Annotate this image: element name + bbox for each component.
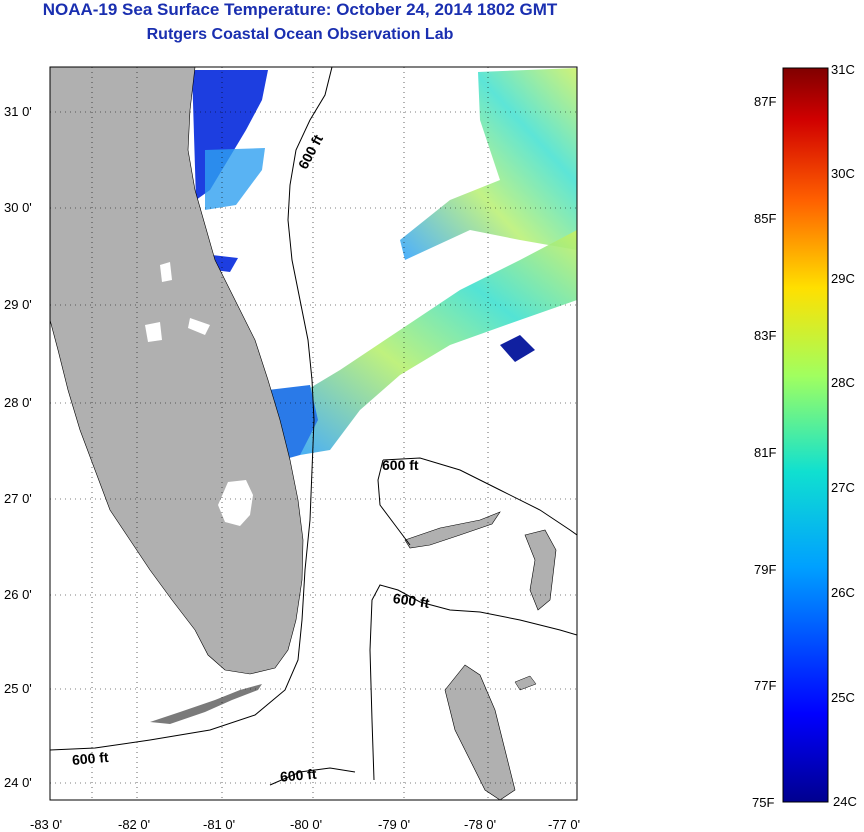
colorbar [782,67,829,803]
lake-small-2 [160,262,172,282]
abaco-land [524,529,557,611]
lat-tick-label: 31 0' [4,104,32,119]
colorbar-fahrenheit-label: 75F [752,795,774,810]
colorbar-celsius-label: 24C [833,794,857,809]
lat-tick-label: 28 0' [4,395,32,410]
map-subtitle: Rutgers Coastal Ocean Observation Lab [146,26,454,43]
lat-tick-label: 27 0' [4,491,32,506]
colorbar-fahrenheit-label: 87F [754,94,776,109]
colorbar-celsius-label: 29C [831,271,855,286]
lat-tick-label: 24 0' [4,775,32,790]
lon-tick-label: -79 0' [378,817,410,832]
florida-keys [150,684,262,724]
lon-tick-label: -81 0' [203,817,235,832]
colorbar-fahrenheit-label: 79F [754,562,776,577]
florida-land [50,67,304,675]
lat-tick-label: 26 0' [4,587,32,602]
lon-tick-label: -83 0' [30,817,62,832]
contour-600ft-andros [369,584,577,781]
contour-label-1: 600 ft [295,132,326,172]
lake-okeechobee [218,480,253,526]
lat-tick-label: 29 0' [4,297,32,312]
sst-patch-north-light [205,148,265,210]
contour-label-5: 600 ft [279,766,317,785]
lon-tick-label: -77 0' [548,817,580,832]
contour-600ft-florida [50,67,333,751]
map-grid [50,67,577,800]
colorbar-fahrenheit-label: 83F [754,328,776,343]
contour-600ft-south [269,767,356,786]
colorbar-fahrenheit-label: 85F [754,211,776,226]
colorbar-fahrenheit-label: 81F [754,445,776,460]
lake-small-3 [188,318,210,335]
grand-bahama-land [404,511,501,549]
lat-tick-label: 30 0' [4,200,32,215]
bahamas-islet [514,675,537,691]
andros-land [444,664,516,800]
colorbar-celsius-label: 31C [831,62,855,77]
contour-600ft-bahama-bank [377,457,577,546]
colorbar-celsius-label: 30C [831,166,855,181]
lon-tick-label: -80 0' [290,817,322,832]
sst-patch-northeast [400,68,577,260]
colorbar-celsius-label: 28C [831,375,855,390]
lon-tick-label: -78 0' [464,817,496,832]
colorbar-celsius-label: 25C [831,690,855,705]
map-area [50,67,577,800]
colorbar-celsius-label: 27C [831,480,855,495]
sst-band-diagonal [280,230,577,455]
map-title: NOAA-19 Sea Surface Temperature: October… [42,0,558,19]
lake-small-1 [145,322,162,342]
colorbar-fahrenheit-label: 77F [754,678,776,693]
lat-tick-label: 25 0' [4,681,32,696]
colorbar-celsius-label: 26C [831,585,855,600]
sst-patch-small [500,335,535,362]
contour-label-2: 600 ft [382,457,419,473]
contour-label-3: 600 ft [392,590,431,611]
map-frame [49,66,578,801]
contour-label-4: 600 ft [71,749,109,768]
lon-tick-label: -82 0' [118,817,150,832]
